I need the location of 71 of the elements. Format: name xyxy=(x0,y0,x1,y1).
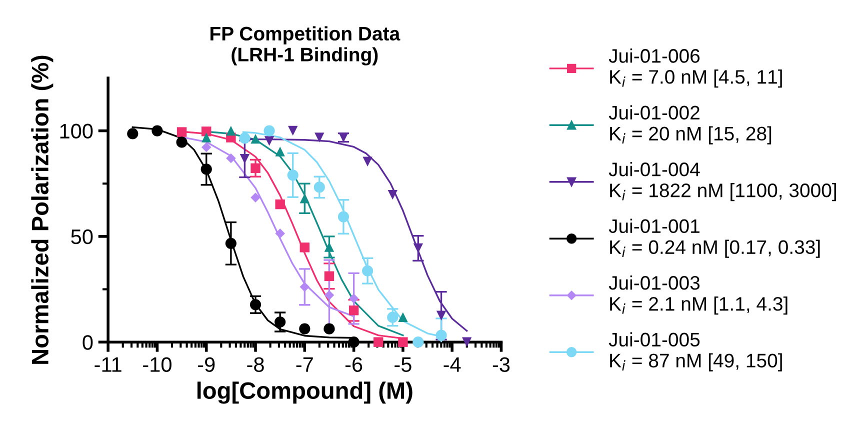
point xyxy=(314,132,324,142)
point xyxy=(225,238,236,249)
point xyxy=(398,312,408,322)
point xyxy=(374,337,384,347)
point xyxy=(387,312,398,323)
legend-label: Jui-01-002 K$_{i}$ = 20 nM [15, 28] xyxy=(608,105,772,144)
point xyxy=(362,156,372,166)
point xyxy=(413,243,424,254)
point xyxy=(274,316,286,328)
point xyxy=(275,146,285,156)
x-tick-label: -8 xyxy=(247,357,264,372)
point xyxy=(288,126,298,136)
x-axis-title: log[Compound] (M) xyxy=(197,382,412,404)
point xyxy=(436,330,447,341)
chart-title: FP Competition Data (LRH-1 Binding) xyxy=(210,26,400,66)
point xyxy=(300,282,310,292)
point xyxy=(324,290,334,300)
point xyxy=(264,136,274,146)
point xyxy=(202,132,212,142)
point xyxy=(338,211,350,222)
point xyxy=(300,194,310,204)
point xyxy=(226,126,236,136)
point xyxy=(176,136,188,148)
point xyxy=(299,323,310,334)
x-tick-label: -4 xyxy=(444,357,461,372)
point xyxy=(348,306,359,316)
legend-label: Jui-01-001 K$_{i}$ = 0.24 nM [0.17, 0.33] xyxy=(608,218,820,258)
point xyxy=(348,294,359,304)
point xyxy=(152,125,163,136)
point xyxy=(176,127,187,137)
point xyxy=(250,299,262,310)
point xyxy=(275,228,285,238)
point xyxy=(202,126,212,136)
legend-label: Jui-01-006 K$_{i}$ = 7.0 nM [4.5, 11] xyxy=(608,48,782,88)
x-tick-label: -11 xyxy=(94,357,122,372)
point xyxy=(462,337,472,347)
point xyxy=(300,242,310,252)
point xyxy=(314,182,325,193)
point xyxy=(226,153,236,164)
point xyxy=(250,163,260,174)
x-tick-label: -6 xyxy=(345,357,362,372)
legend-label: Jui-01-005 K$_{i}$ = 87 nM [49, 150] xyxy=(608,332,782,372)
point xyxy=(324,323,335,334)
point xyxy=(239,132,250,144)
point xyxy=(250,134,260,144)
x-tick-label: -5 xyxy=(394,357,412,372)
x-tick-label: -7 xyxy=(296,357,313,372)
point xyxy=(362,265,374,276)
point xyxy=(324,271,334,282)
legend-label: Jui-01-003 K$_{i}$ = 2.1 nM [1.1, 4.3] xyxy=(608,276,788,315)
point xyxy=(287,170,298,181)
x-tick-label: -3 xyxy=(492,357,510,372)
x-tick-label: -9 xyxy=(198,357,215,372)
point xyxy=(348,336,360,348)
y-axis-title: Normalized Polarization (%) xyxy=(31,56,54,364)
point xyxy=(388,190,398,200)
x-tick-label: -10 xyxy=(143,357,172,372)
point xyxy=(201,142,212,152)
point xyxy=(324,242,334,252)
point xyxy=(412,336,424,348)
point xyxy=(240,154,250,164)
point xyxy=(250,192,260,202)
legend-label: Jui-01-004 K$_{i}$ = 1822 nM [1100, 3000] xyxy=(608,162,836,202)
point xyxy=(436,310,446,321)
y-tick-label: 100 xyxy=(60,124,93,139)
y-tick-label: 0 xyxy=(82,335,93,350)
point xyxy=(275,199,285,210)
y-tick-label: 50 xyxy=(71,229,93,244)
point xyxy=(264,125,275,136)
point xyxy=(127,128,138,140)
point xyxy=(200,164,212,175)
